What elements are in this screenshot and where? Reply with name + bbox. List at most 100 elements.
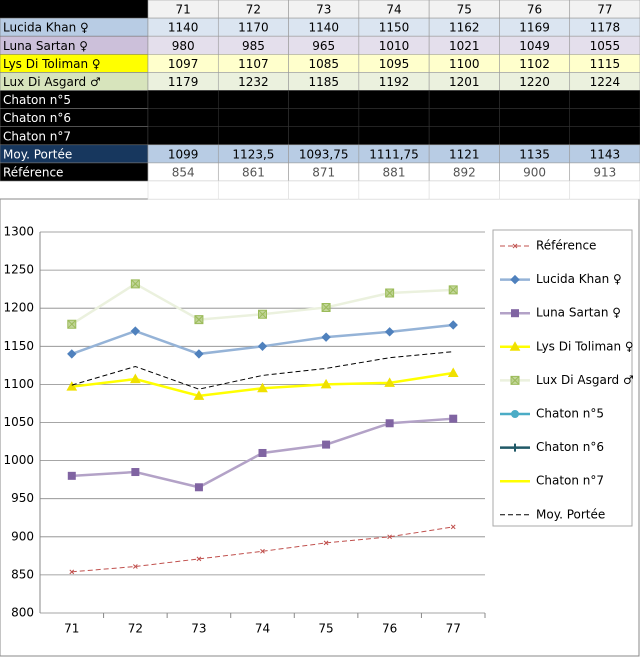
header-label: 76 [527, 3, 542, 17]
y-tick-label: 1300 [3, 225, 34, 239]
cell-value: 1140 [168, 21, 199, 35]
legend-label: Chaton n°6 [536, 440, 604, 454]
y-tick-label: 1250 [3, 263, 34, 277]
cell-value: 965 [312, 39, 335, 53]
cell [569, 126, 640, 146]
data-point [384, 327, 395, 337]
cell-value: 1102 [519, 57, 550, 71]
header-corner [0, 0, 148, 19]
legend-marker [511, 443, 519, 452]
data-point [130, 326, 141, 336]
x-tick-label: 76 [382, 622, 397, 636]
row-name: Lucida Khan ♀ [3, 21, 89, 35]
legend-label: Luna Sartan ♀ [536, 306, 621, 320]
empty-cell [569, 180, 640, 200]
data-point [258, 309, 267, 319]
legend-marker [511, 309, 519, 318]
y-tick-label: 900 [11, 529, 34, 543]
y-tick-label: 1150 [3, 339, 34, 353]
cell-value: 985 [242, 39, 265, 53]
data-point [196, 556, 202, 562]
data-point [321, 332, 331, 342]
cell-value: 1179 [168, 75, 199, 89]
cell-value: 1115 [590, 57, 621, 71]
cell-value: 1220 [519, 75, 550, 89]
cell [358, 108, 430, 127]
cell [499, 90, 571, 109]
data-point [131, 468, 140, 477]
row-name: Luna Sartan ♀ [3, 39, 88, 53]
cell [428, 108, 500, 127]
legend-marker [509, 341, 521, 351]
cell-value: 1143 [590, 147, 621, 161]
data-point [67, 349, 77, 359]
row-name: Lux Di Asgard ♂ [3, 75, 101, 89]
row-name: Référence [3, 165, 63, 179]
empty-cell [499, 180, 571, 200]
legend-label: Chaton n°5 [536, 407, 604, 421]
row-name: Lys Di Toliman ♀ [3, 57, 101, 71]
cell [358, 126, 430, 146]
cell-value: 1111,75 [369, 147, 419, 161]
y-tick-label: 800 [11, 606, 34, 620]
legend-marker [512, 243, 518, 249]
empty-cell [428, 180, 500, 200]
cell-value: 900 [523, 165, 546, 179]
cell-value: 1140 [308, 21, 339, 35]
empty-cell [147, 180, 219, 200]
legend-marker [510, 375, 520, 385]
header-label: 75 [457, 3, 472, 17]
row-name: Moy. Portée [3, 147, 72, 161]
cell-value: 1107 [238, 57, 269, 71]
cell [288, 126, 360, 146]
cell [428, 126, 500, 146]
data-point [67, 319, 77, 329]
x-tick-label: 77 [446, 622, 461, 636]
legend-marker [511, 410, 519, 418]
cell-value: 1099 [168, 147, 199, 161]
legend-label: Lux Di Asgard ♂ [536, 373, 634, 387]
cell-value: 1010 [379, 39, 410, 53]
data-point [130, 279, 140, 289]
data-point [385, 288, 395, 298]
cell [288, 90, 360, 109]
cell [147, 126, 219, 146]
data-point [257, 382, 268, 393]
data-point [450, 524, 456, 530]
cell-value: 1162 [449, 21, 480, 35]
legend-label: Référence [536, 239, 596, 253]
cell-value: 892 [453, 165, 476, 179]
x-tick-label: 72 [128, 622, 143, 636]
row-name: Chaton n°7 [3, 129, 71, 143]
cell-value: 1224 [590, 75, 621, 89]
legend-label: Chaton n°7 [536, 474, 604, 488]
data-point [320, 378, 332, 389]
cell-value: 871 [312, 165, 335, 179]
cell [428, 90, 500, 109]
data-point [385, 419, 394, 428]
cell-value: 1100 [449, 57, 480, 71]
data-point [387, 534, 392, 540]
cell-value: 1095 [379, 57, 410, 71]
x-tick-label: 75 [318, 622, 333, 636]
cell-value: 1055 [590, 39, 621, 53]
row-name: Chaton n°5 [3, 93, 71, 107]
cell-value: 1185 [308, 75, 339, 89]
cell-value: 1093,75 [299, 147, 349, 161]
legend-marker [510, 274, 520, 285]
data-point [193, 390, 205, 400]
x-tick-label: 74 [255, 622, 270, 636]
data-point [260, 548, 265, 554]
data-point [130, 373, 141, 384]
data-point [194, 483, 203, 492]
y-tick-label: 1000 [3, 453, 34, 467]
cell-value: 854 [172, 165, 195, 179]
cell-value: 1192 [379, 75, 410, 89]
x-tick-label: 71 [64, 622, 79, 636]
cell-value: 1123,5 [232, 147, 274, 161]
data-point [67, 471, 76, 480]
data-point [133, 564, 138, 569]
cell-value: 1178 [590, 21, 621, 35]
data-point [257, 341, 268, 352]
data-point [321, 302, 331, 312]
